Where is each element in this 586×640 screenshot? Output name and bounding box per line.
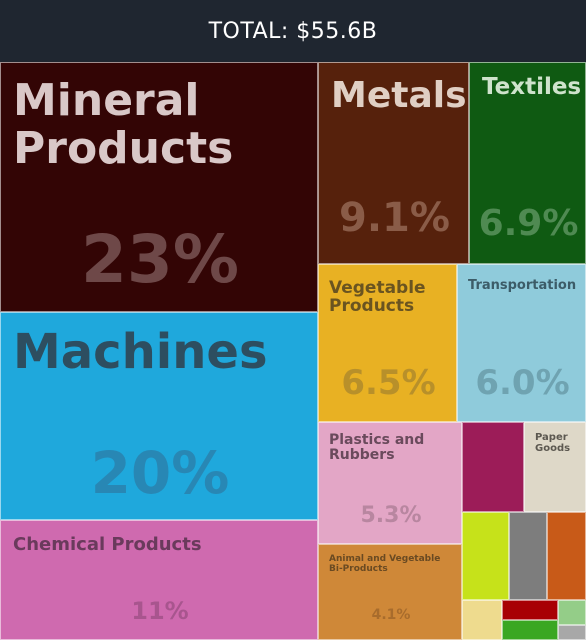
tile-share-label: 4.1% [371, 607, 411, 623]
chart-header: TOTAL: $55.6B [0, 0, 586, 62]
treemap-tile-paper-goods[interactable]: Paper Goods [524, 422, 586, 512]
total-label: TOTAL: $55.6B [208, 18, 378, 44]
tile-label: Vegetable Products [329, 278, 426, 317]
treemap-tile-textiles[interactable]: Textiles 6.9% [469, 62, 586, 264]
treemap-tile-small-15[interactable] [502, 600, 558, 620]
treemap-tile-mineral-products[interactable]: Mineral Products 23% [0, 62, 318, 312]
tile-label: Metals [331, 75, 467, 116]
treemap-tile-small-17[interactable] [558, 600, 586, 625]
treemap-tile-small-12[interactable] [509, 512, 547, 600]
tile-share-label: 6.0% [475, 363, 570, 403]
treemap: Mineral Products 23% Machines 20% Chemical P… [0, 62, 586, 640]
tile-label: Machines [13, 324, 268, 380]
treemap-tile-transportation[interactable]: Transportation 6.0% [457, 264, 586, 422]
tile-share-label: 20% [90, 439, 230, 507]
treemap-tile-small-16[interactable] [502, 620, 558, 640]
tile-label: Paper Goods [535, 432, 571, 454]
treemap-tile-plastics-and-rubbers[interactable]: Plastics and Rubbers 5.3% [318, 422, 462, 544]
tile-label: Plastics and Rubbers [329, 432, 425, 464]
treemap-tile-small-11[interactable] [462, 512, 509, 600]
tile-label: Animal and Vegetable Bi-Products [329, 554, 441, 574]
treemap-tile-small-10[interactable] [462, 422, 524, 512]
tile-share-label: 23% [81, 221, 239, 298]
treemap-tile-small-18[interactable] [558, 625, 586, 640]
treemap-tile-chemical-products[interactable]: Chemical Products 11% [0, 520, 318, 640]
treemap-tile-small-13[interactable] [547, 512, 586, 600]
tile-share-label: 9.1% [339, 195, 450, 241]
tile-label: Transportation [468, 278, 577, 293]
tile-share-label: 6.5% [341, 363, 436, 403]
treemap-tile-small-14[interactable] [462, 600, 502, 640]
treemap-tile-vegetable-products[interactable]: Vegetable Products 6.5% [318, 264, 457, 422]
tile-share-label: 11% [131, 597, 189, 625]
tile-share-label: 5.3% [360, 503, 422, 528]
tile-label: Chemical Products [13, 534, 202, 555]
treemap-tile-metals[interactable]: Metals 9.1% [318, 62, 469, 264]
treemap-tile-animal-and-vegetable-bi-products[interactable]: Animal and Vegetable Bi-Products 4.1% [318, 544, 462, 640]
treemap-tile-machines[interactable]: Machines 20% [0, 312, 318, 520]
tile-label: Mineral Products [13, 75, 234, 174]
tile-label: Textiles [482, 74, 582, 100]
tile-share-label: 6.9% [478, 203, 579, 244]
